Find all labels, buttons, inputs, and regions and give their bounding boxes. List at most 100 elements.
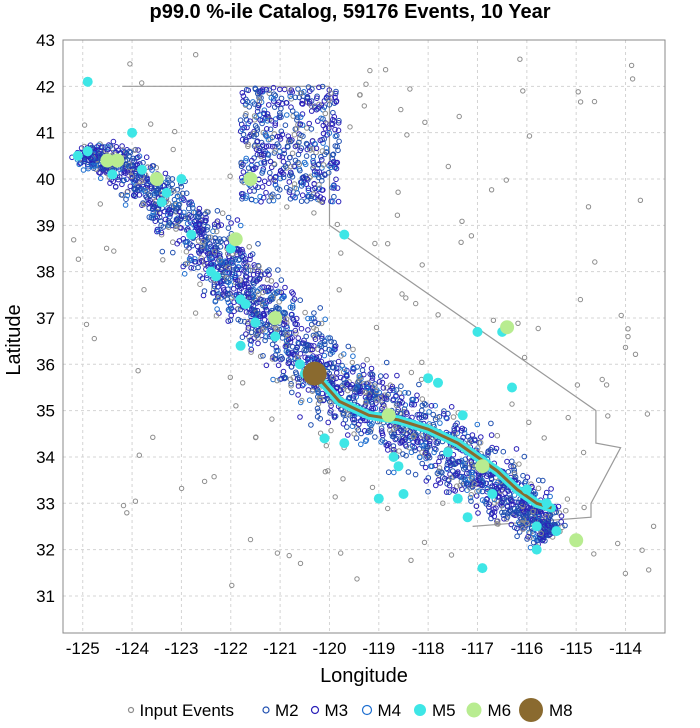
event-point (240, 131, 247, 138)
event-point (367, 371, 374, 377)
event-point (419, 443, 426, 449)
event-point (284, 331, 290, 338)
event-point (131, 192, 137, 198)
event-point (132, 147, 138, 153)
event-point (295, 122, 301, 128)
event-point (285, 357, 292, 363)
event-point (484, 473, 490, 480)
event-point (520, 88, 526, 94)
event-point (385, 391, 391, 398)
event-point (498, 488, 505, 494)
event-point (460, 475, 466, 481)
event-point (315, 320, 322, 327)
event-point (230, 260, 236, 266)
event-point (494, 518, 501, 524)
event-point (544, 517, 551, 524)
event-point (268, 294, 275, 300)
event-point (263, 133, 270, 140)
event-point (263, 143, 270, 150)
event-point (323, 443, 329, 449)
event-point (414, 439, 420, 445)
event-point (250, 277, 257, 284)
event-point (235, 257, 242, 264)
event-point (301, 159, 308, 166)
event-point (599, 376, 605, 383)
event-point (435, 477, 442, 483)
event-point (342, 417, 349, 423)
event-point (352, 389, 358, 395)
event-point (243, 193, 250, 199)
event-point (423, 478, 430, 484)
event-point (493, 445, 500, 452)
event-point (293, 347, 300, 353)
event-point (632, 351, 639, 357)
event-point (296, 135, 303, 142)
event-point (391, 433, 397, 440)
y-tick-label: 38 (36, 263, 55, 282)
event-point (195, 264, 201, 271)
event-point (243, 137, 249, 143)
event-point (356, 372, 363, 379)
event-point (257, 193, 263, 200)
event-point (237, 222, 244, 229)
event-point (283, 316, 290, 322)
event-point (268, 194, 275, 201)
event-point (225, 299, 232, 306)
event-point (266, 87, 273, 93)
event-point (591, 551, 597, 557)
event-point (410, 433, 417, 439)
event-point (286, 179, 293, 185)
event-point (297, 147, 304, 154)
event-point (255, 104, 261, 111)
event-point (214, 208, 221, 214)
event-point (325, 335, 331, 341)
event-point (327, 398, 333, 405)
event-point (646, 567, 652, 573)
event-point (331, 413, 338, 419)
event-point (390, 426, 397, 432)
event-point (408, 369, 415, 376)
event-point (227, 374, 234, 380)
event-point (332, 126, 338, 133)
event-point (328, 164, 334, 171)
event-point (150, 434, 156, 440)
event-point (321, 338, 328, 345)
event-point (464, 482, 470, 488)
event-point (148, 215, 155, 221)
event-point (504, 514, 511, 520)
event-point (458, 239, 464, 246)
m5-event-point (235, 294, 246, 305)
event-point (148, 121, 154, 127)
event-point (521, 453, 528, 460)
event-point (518, 500, 525, 507)
event-point (255, 340, 261, 347)
m5-event-point (82, 76, 93, 87)
event-point (274, 550, 281, 556)
event-point (521, 354, 528, 361)
event-point (444, 466, 451, 473)
event-point (289, 350, 295, 356)
event-point (463, 470, 470, 477)
m5-event-point (442, 447, 453, 458)
event-point (80, 167, 87, 173)
event-point (322, 316, 329, 323)
m5-event-point (373, 493, 384, 504)
event-point (289, 150, 296, 157)
event-point (379, 379, 386, 386)
event-point (152, 218, 159, 224)
event-point (328, 90, 334, 96)
event-point (263, 189, 269, 196)
event-point (213, 312, 220, 319)
event-point (287, 187, 293, 193)
event-point (543, 489, 550, 496)
event-point (359, 367, 366, 374)
event-point (563, 507, 569, 514)
event-point (324, 361, 330, 368)
event-point (291, 131, 298, 138)
event-point (226, 307, 233, 314)
event-point (183, 190, 190, 196)
event-point (323, 145, 330, 151)
legend-label-m6: M6 (488, 701, 512, 720)
event-point (497, 484, 503, 490)
event-point (201, 288, 208, 294)
